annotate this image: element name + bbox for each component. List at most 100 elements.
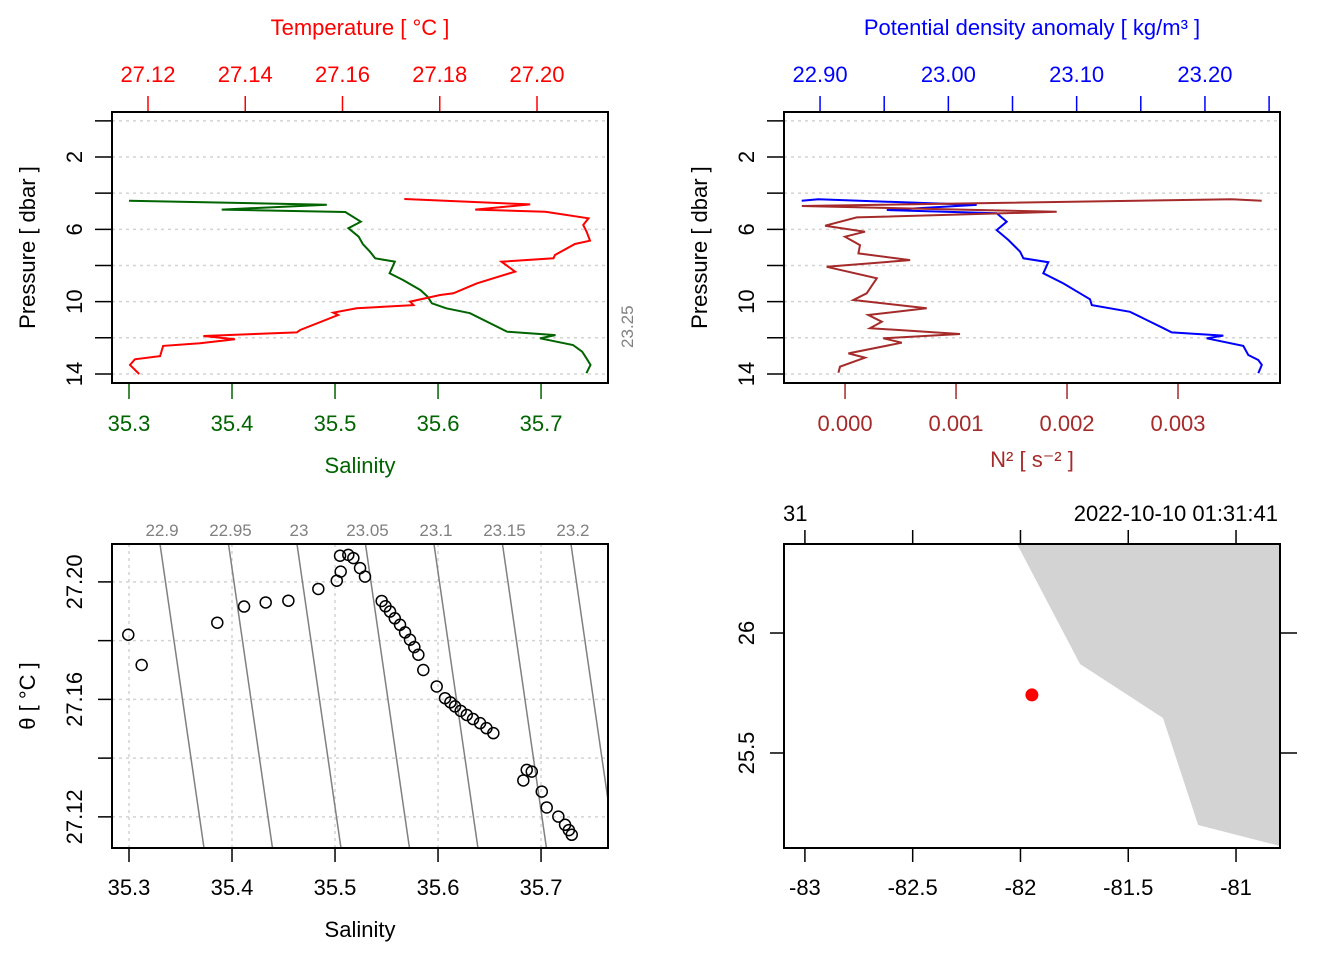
- y-axis-title: Pressure [ dbar ]: [15, 166, 40, 329]
- ts-data-point: [122, 628, 135, 642]
- ts-data-point: [430, 680, 443, 693]
- plot-frame: [783, 111, 1281, 384]
- longitude-label: -81: [1220, 875, 1252, 900]
- ts-data-point: [552, 810, 565, 823]
- ts-data-point: [259, 596, 272, 609]
- ts-data-point: [135, 658, 148, 672]
- longitude-label: -81.5: [1103, 875, 1153, 900]
- y-axis-title: Pressure [ dbar ]: [687, 166, 712, 329]
- y-axis-title: θ [ °C ]: [15, 662, 40, 729]
- n2-profile-line: [801, 198, 1262, 373]
- x-axis-title: Salinity: [325, 917, 396, 942]
- y-tick-label: 2: [734, 151, 759, 163]
- ts-data-point: [535, 785, 549, 798]
- isopycnal-line: [433, 544, 479, 848]
- isopycnal-line: [296, 544, 342, 848]
- x-tick-label: 35.7: [520, 875, 563, 900]
- ts-data-point: [517, 774, 530, 787]
- ts-data-point: [466, 712, 480, 726]
- ts-data-point: [540, 801, 553, 814]
- top-axis-title: Temperature [ °C ]: [271, 15, 450, 40]
- plot-frame: [111, 111, 609, 384]
- salinity-profile-line: [128, 199, 592, 374]
- bottom-axis-title: Salinity: [325, 453, 396, 478]
- station-time-label: 2022-10-10 01:31:41: [1074, 501, 1278, 526]
- y-tick-label: 14: [62, 362, 87, 386]
- station-id-label: 31: [783, 501, 807, 526]
- ts-data-point: [565, 828, 578, 842]
- top-tick-label: 27.16: [315, 62, 370, 87]
- top-tick-label: 27.14: [218, 62, 273, 87]
- ts-data-point: [334, 565, 347, 578]
- x-tick-label: 35.4: [211, 875, 254, 900]
- y-tick-label: 10: [62, 289, 87, 313]
- bottom-tick-label: 35.3: [108, 411, 151, 436]
- isopycnal-label: 23.25: [618, 305, 637, 348]
- y-tick-label: 10: [734, 289, 759, 313]
- isopycnal-label: 23: [290, 521, 309, 540]
- top-tick-label: 23.10: [1049, 62, 1104, 87]
- isopycnal-label: 23.15: [483, 521, 526, 540]
- latitude-label: 25.5: [734, 732, 759, 775]
- ts-data-point: [417, 663, 430, 677]
- station-marker: [1025, 688, 1039, 702]
- isopycnal-line: [364, 544, 411, 848]
- bottom-tick-label: 35.4: [211, 411, 254, 436]
- bottom-tick-label: 0.001: [928, 411, 983, 436]
- ts-data-point: [358, 570, 372, 583]
- isopycnal-line: [159, 544, 205, 848]
- isopycnal-label: 23.1: [419, 521, 452, 540]
- x-tick-label: 35.6: [417, 875, 460, 900]
- ts-data-point: [525, 765, 539, 778]
- isopycnal-line: [639, 544, 683, 848]
- longitude-label: -82.5: [888, 875, 938, 900]
- y-tick-label: 27.12: [62, 789, 87, 844]
- ts-data-point: [487, 726, 500, 740]
- bottom-tick-label: 0.000: [818, 411, 873, 436]
- ts-data-point: [237, 600, 251, 613]
- ts-data-point: [408, 640, 421, 654]
- y-tick-label: 27.16: [62, 672, 87, 727]
- ts-data-point: [333, 549, 347, 562]
- x-tick-label: 35.5: [314, 875, 357, 900]
- top-tick-label: 22.90: [793, 62, 848, 87]
- land-polygon: [1017, 544, 1280, 846]
- bottom-tick-label: 0.003: [1150, 411, 1205, 436]
- ts-data-point: [460, 708, 474, 722]
- ts-data-point: [282, 594, 295, 607]
- top-tick-label: 23.00: [921, 62, 976, 87]
- top-axis-title: Potential density anomaly [ kg/m³ ]: [864, 15, 1200, 40]
- ts-data-point: [403, 633, 417, 647]
- bottom-tick-label: 35.6: [417, 411, 460, 436]
- ts-data-point: [347, 551, 360, 565]
- top-tick-label: 27.12: [120, 62, 175, 87]
- y-tick-label: 2: [62, 151, 87, 163]
- longitude-label: -83: [789, 875, 821, 900]
- y-tick-label: 6: [734, 223, 759, 235]
- isopycnal-label: 23.05: [346, 521, 389, 540]
- top-tick-label: 27.18: [412, 62, 467, 87]
- isopycnal-label: 23.2: [556, 521, 589, 540]
- ts-data-point: [211, 616, 224, 629]
- map-frame: [783, 543, 1281, 849]
- top-tick-label: 23.20: [1177, 62, 1232, 87]
- x-tick-label: 35.3: [108, 875, 151, 900]
- ts-data-point: [412, 648, 425, 661]
- isopycnal-line: [227, 544, 274, 848]
- isopycnal-label: 22.9: [145, 521, 178, 540]
- isopycnal-line: [501, 544, 548, 848]
- y-tick-label: 14: [734, 362, 759, 386]
- latitude-label: 26: [734, 621, 759, 645]
- plot-frame: [111, 543, 609, 849]
- potential-density-anomaly-profile-line: [801, 198, 1263, 374]
- bottom-tick-label: 35.5: [314, 411, 357, 436]
- isopycnal-label: 22.95: [209, 521, 252, 540]
- top-tick-label: 27.20: [509, 62, 564, 87]
- longitude-label: -82: [1005, 875, 1037, 900]
- bottom-tick-label: 35.7: [520, 411, 563, 436]
- bottom-axis-title: N² [ s⁻² ]: [990, 447, 1074, 472]
- y-tick-label: 6: [62, 223, 87, 235]
- y-tick-label: 27.20: [62, 554, 87, 609]
